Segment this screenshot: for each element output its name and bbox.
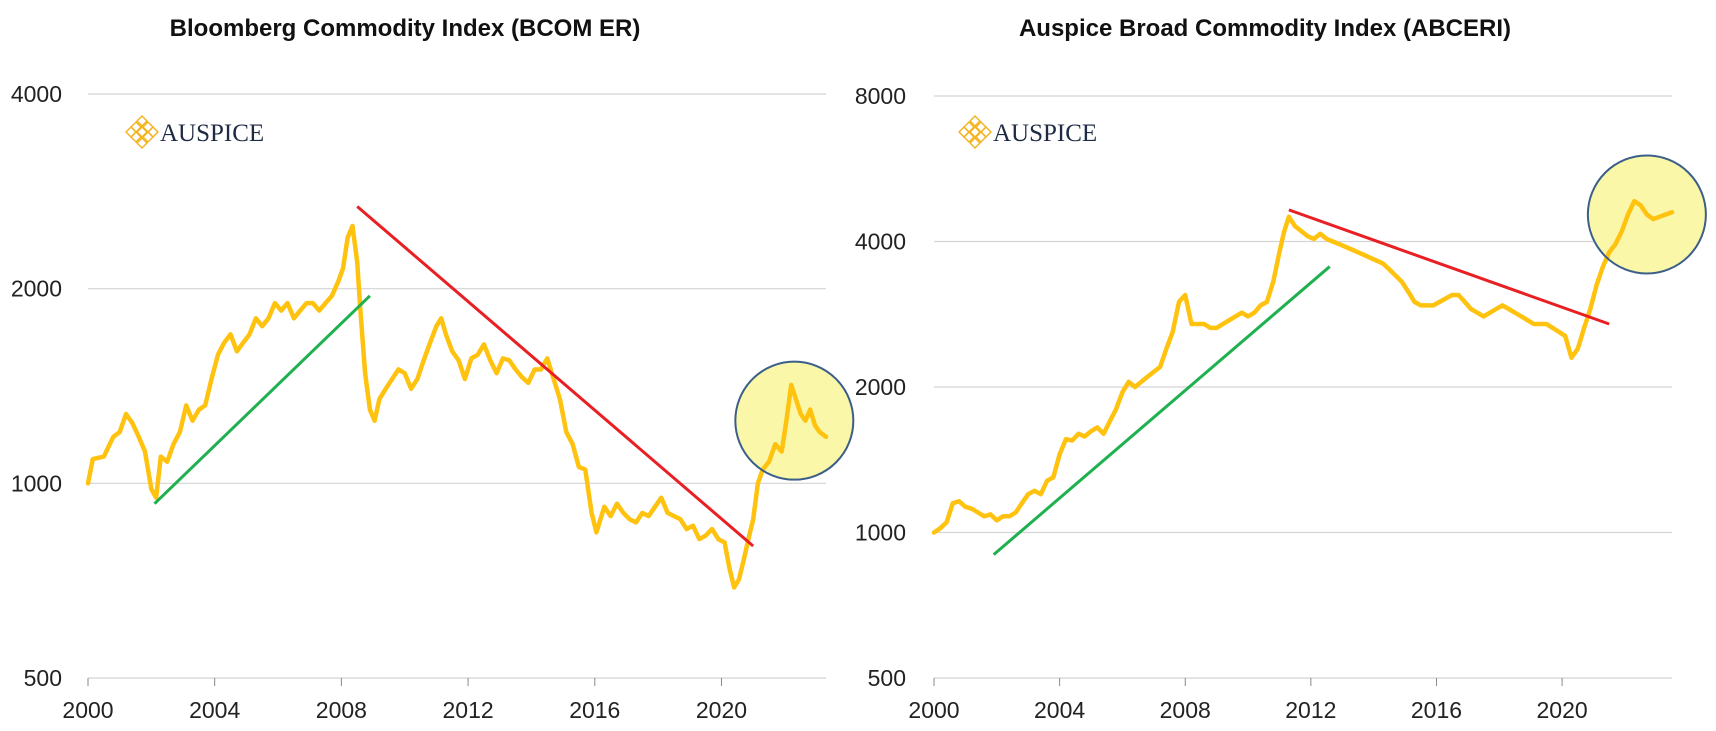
- logo-knot-cell: [958, 126, 970, 138]
- logo-knot-cell: [136, 126, 148, 138]
- logo-knot-cell: [969, 115, 981, 127]
- uptrend-line: [992, 265, 1331, 556]
- auspice-logo: AUSPICE: [125, 115, 264, 149]
- x-tick-label: 2008: [1160, 697, 1211, 723]
- y-tick-label: 1000: [855, 520, 906, 546]
- uptrend-line: [153, 294, 371, 505]
- downtrend-line: [1288, 208, 1610, 326]
- logo-knot-cell: [969, 126, 981, 138]
- series-line: [85, 223, 829, 590]
- logo-knot-cell: [963, 131, 975, 143]
- auspice-knot-icon: [958, 115, 992, 149]
- x-tick-label: 2016: [1411, 697, 1462, 723]
- auspice-logo: AUSPICE: [958, 115, 1097, 149]
- x-tick-label: 2008: [316, 697, 367, 723]
- logo-knot-cell: [125, 126, 137, 138]
- y-tick-label: 500: [868, 665, 906, 691]
- highlight-circle: [1586, 154, 1707, 275]
- downtrend-line: [356, 205, 755, 548]
- y-tick-label: 1000: [11, 470, 62, 496]
- logo-text: AUSPICE: [160, 120, 264, 147]
- chart-panel-2: Auspice Broad Commodity Index (ABCERI) 50…: [855, 15, 1707, 723]
- logo-text: AUSPICE: [993, 120, 1097, 147]
- highlight-circle-fill: [735, 361, 854, 480]
- chart-title: Bloomberg Commodity Index (BCOM ER): [170, 15, 641, 42]
- x-tick-label: 2004: [1034, 697, 1085, 723]
- logo-knot-cell: [130, 131, 142, 143]
- logo-knot-cell: [980, 126, 992, 138]
- logo-knot-cell: [147, 126, 159, 138]
- y-tick-label: 500: [24, 665, 62, 691]
- x-tick-label: 2012: [442, 697, 493, 723]
- y-tick-label: 2000: [855, 374, 906, 400]
- logo-knot-cell: [136, 115, 148, 127]
- x-tick-label: 2012: [1285, 697, 1336, 723]
- chart-title: Auspice Broad Commodity Index (ABCERI): [1019, 15, 1511, 42]
- x-tick-label: 2000: [908, 697, 959, 723]
- logo-knot-cell: [969, 137, 981, 149]
- chart-panel-1: Bloomberg Commodity Index (BCOM ER) 500 10…: [11, 15, 855, 723]
- logo-knot-cell: [975, 131, 987, 143]
- x-tick-label: 2004: [189, 697, 240, 723]
- x-tick-label: 2016: [569, 697, 620, 723]
- y-tick-label: 4000: [11, 81, 62, 107]
- x-tick-label: 2000: [62, 697, 113, 723]
- auspice-knot-icon: [125, 115, 159, 149]
- y-tick-label: 8000: [855, 83, 906, 109]
- x-tick-label: 2020: [696, 697, 747, 723]
- logo-knot-cell: [142, 131, 154, 143]
- logo-knot-cell: [136, 137, 148, 149]
- highlight-circle: [734, 360, 855, 481]
- series-line: [931, 198, 1675, 535]
- y-tick-label: 4000: [855, 229, 906, 255]
- x-tick-label: 2020: [1536, 697, 1587, 723]
- y-tick-label: 2000: [11, 276, 62, 302]
